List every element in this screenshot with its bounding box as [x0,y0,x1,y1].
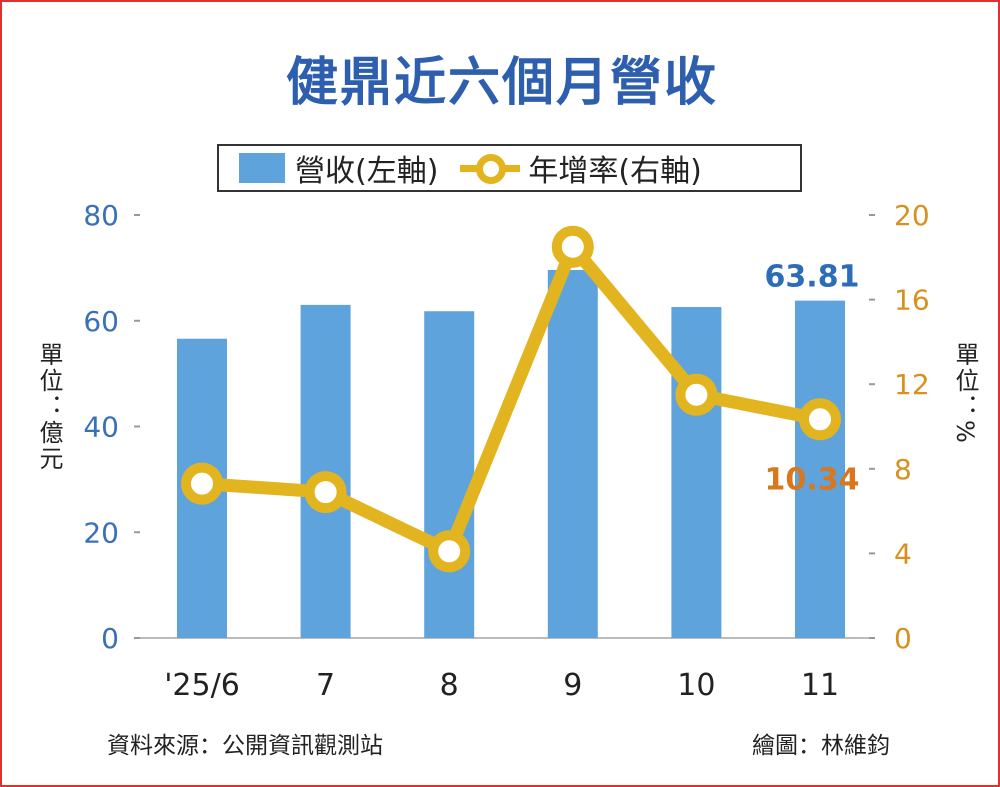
growth-point [551,225,594,268]
growth-line [201,240,822,558]
source-note: 資料來源：公開資訊觀測站 [107,733,383,759]
right-tick-label: 8 [894,453,912,486]
chart-title: 健鼎近六個月營收 [285,53,718,113]
left-tick-label: 60 [83,305,119,338]
line-value-label: 10.34 [765,462,860,497]
bar [547,269,598,638]
legend-bar-swatch [239,153,285,183]
left-tick-label: 40 [83,411,119,444]
growth-point [675,373,718,416]
legend: 營收(左軸) 年增率(右軸) [217,144,802,192]
growth-point [304,471,347,514]
right-tick-label: 12 [894,368,930,401]
left-tick-label: 80 [83,199,119,232]
left-axis-label: 單位：億元 [35,342,63,472]
growth-point [799,398,841,441]
bar-value-label: 63.81 [765,260,860,295]
growth-point [181,462,223,505]
right-tick-label: 4 [894,537,912,570]
bar [795,300,845,638]
x-tick-label: 7 [316,668,335,703]
legend-line-swatch [460,153,521,184]
credit-note: 繪圖：林維鈞 [752,733,890,759]
right-tick-label: 20 [894,199,930,232]
bar [424,311,475,638]
bar [671,307,722,638]
x-tick-label: 11 [801,668,839,703]
right-tick-label: 16 [894,284,930,317]
x-tick-label: '25/6 [164,668,240,703]
left-tick-label: 0 [101,622,119,655]
right-tick-label: 0 [894,622,912,655]
x-tick-label: 8 [440,668,459,703]
x-tick-label: 9 [563,668,582,703]
growth-point [428,530,471,573]
left-tick-label: 20 [83,516,119,549]
right-axis-label: 單位：% [951,342,979,445]
legend-line-label: 年增率(右軸) [528,154,702,189]
legend-bar-label: 營收(左軸) [295,154,439,189]
x-tick-label: 10 [677,668,715,703]
